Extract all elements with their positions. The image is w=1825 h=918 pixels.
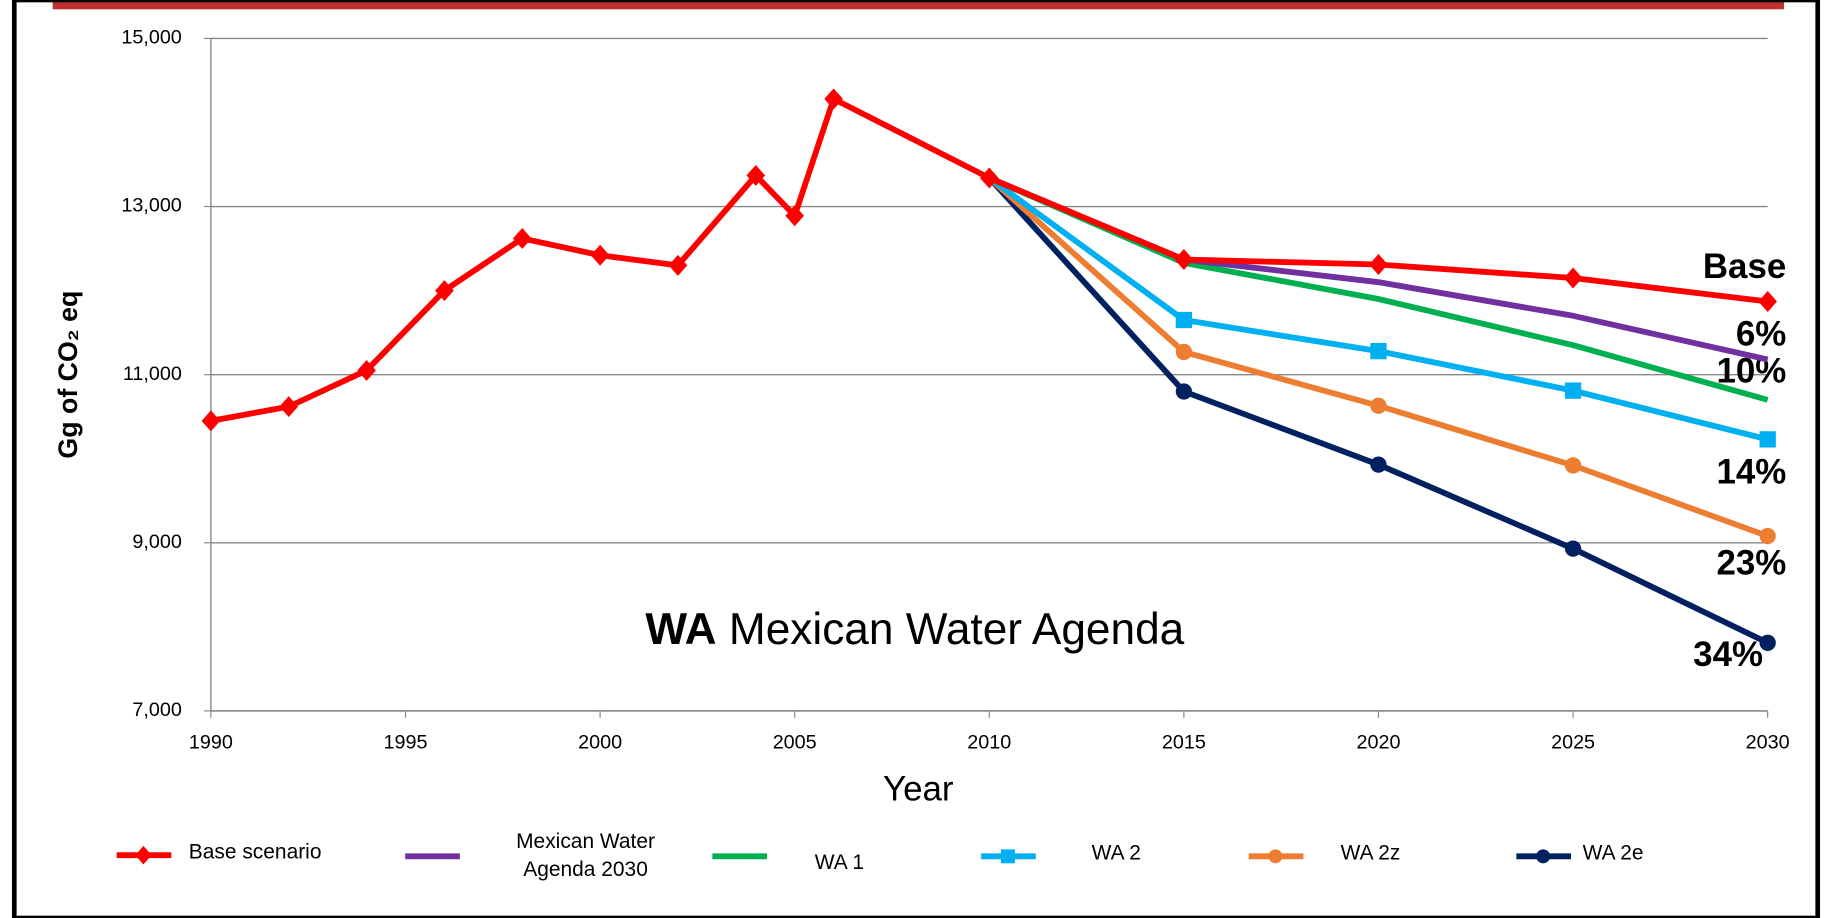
x-tick-label: 2030 [1746, 732, 1790, 754]
marker [1175, 343, 1193, 361]
marker [1564, 457, 1582, 474]
legend-label: WA 1 [815, 851, 864, 874]
inset-label: WA Mexican Water Agenda [645, 604, 1184, 653]
marker [1564, 540, 1582, 557]
y-axis-label: Gg of CO₂ eq [53, 291, 83, 459]
legend-label: WA 2 [1092, 842, 1141, 865]
marker [1563, 267, 1583, 289]
marker [1370, 397, 1387, 414]
end-label: 6% [1736, 314, 1786, 353]
end-label: 34% [1693, 635, 1763, 674]
legend-label: Mexican Water Agenda 2030 [516, 829, 656, 881]
x-tick-label: 2015 [1162, 732, 1206, 754]
marker [668, 254, 688, 276]
x-tick-label: 2010 [967, 732, 1011, 754]
marker [1369, 254, 1388, 275]
legend-marker [1536, 849, 1551, 864]
marker [1174, 249, 1194, 270]
series-line [210, 96, 1769, 424]
marker [279, 396, 299, 418]
marker [357, 359, 376, 381]
marker [435, 280, 454, 302]
marker [1175, 383, 1193, 400]
legend-label-box: Mexican Water Agenda 2030 [516, 829, 656, 881]
x-tick-label: 2000 [578, 732, 622, 754]
header-band [52, 0, 1784, 10]
marker [746, 164, 766, 186]
x-tick-label: 1995 [384, 732, 428, 754]
legend-label: Base scenario [189, 840, 322, 863]
marker [1370, 342, 1387, 360]
marker [1759, 634, 1776, 651]
legend-marker [135, 845, 152, 865]
marker [1370, 456, 1387, 473]
marker [824, 88, 843, 110]
y-tick-label: 13,000 [121, 195, 181, 217]
frame [11, 0, 1821, 918]
inset-label-bold: WA [645, 604, 716, 653]
marker [1759, 527, 1776, 545]
x-axis-label: Year [883, 769, 954, 808]
legend-marker [1000, 849, 1015, 864]
y-tick-label: 7,000 [132, 699, 181, 721]
legend-label: WA 2z [1341, 842, 1401, 865]
end-label: Base [1703, 247, 1786, 286]
y-tick-label: 9,000 [132, 531, 181, 553]
marker [1759, 431, 1776, 448]
end-label: 14% [1716, 452, 1786, 491]
legend-label: WA 2e [1583, 842, 1644, 865]
y-tick-label: 11,000 [123, 363, 182, 385]
inset-label-text: Mexican Water Agenda [729, 604, 1185, 653]
x-tick-label: 2005 [773, 732, 817, 754]
x-tick-label: 2025 [1551, 732, 1595, 754]
marker [785, 205, 805, 227]
marker [201, 410, 221, 432]
marker [1758, 291, 1777, 312]
legend-marker [1268, 849, 1283, 864]
marker [1175, 311, 1193, 329]
marker [590, 244, 610, 266]
marker [1564, 382, 1582, 399]
x-tick-label: 1990 [189, 732, 233, 754]
x-tick-label: 2020 [1356, 732, 1400, 754]
end-label: 23% [1716, 543, 1786, 582]
y-tick-label: 15,000 [121, 27, 181, 49]
